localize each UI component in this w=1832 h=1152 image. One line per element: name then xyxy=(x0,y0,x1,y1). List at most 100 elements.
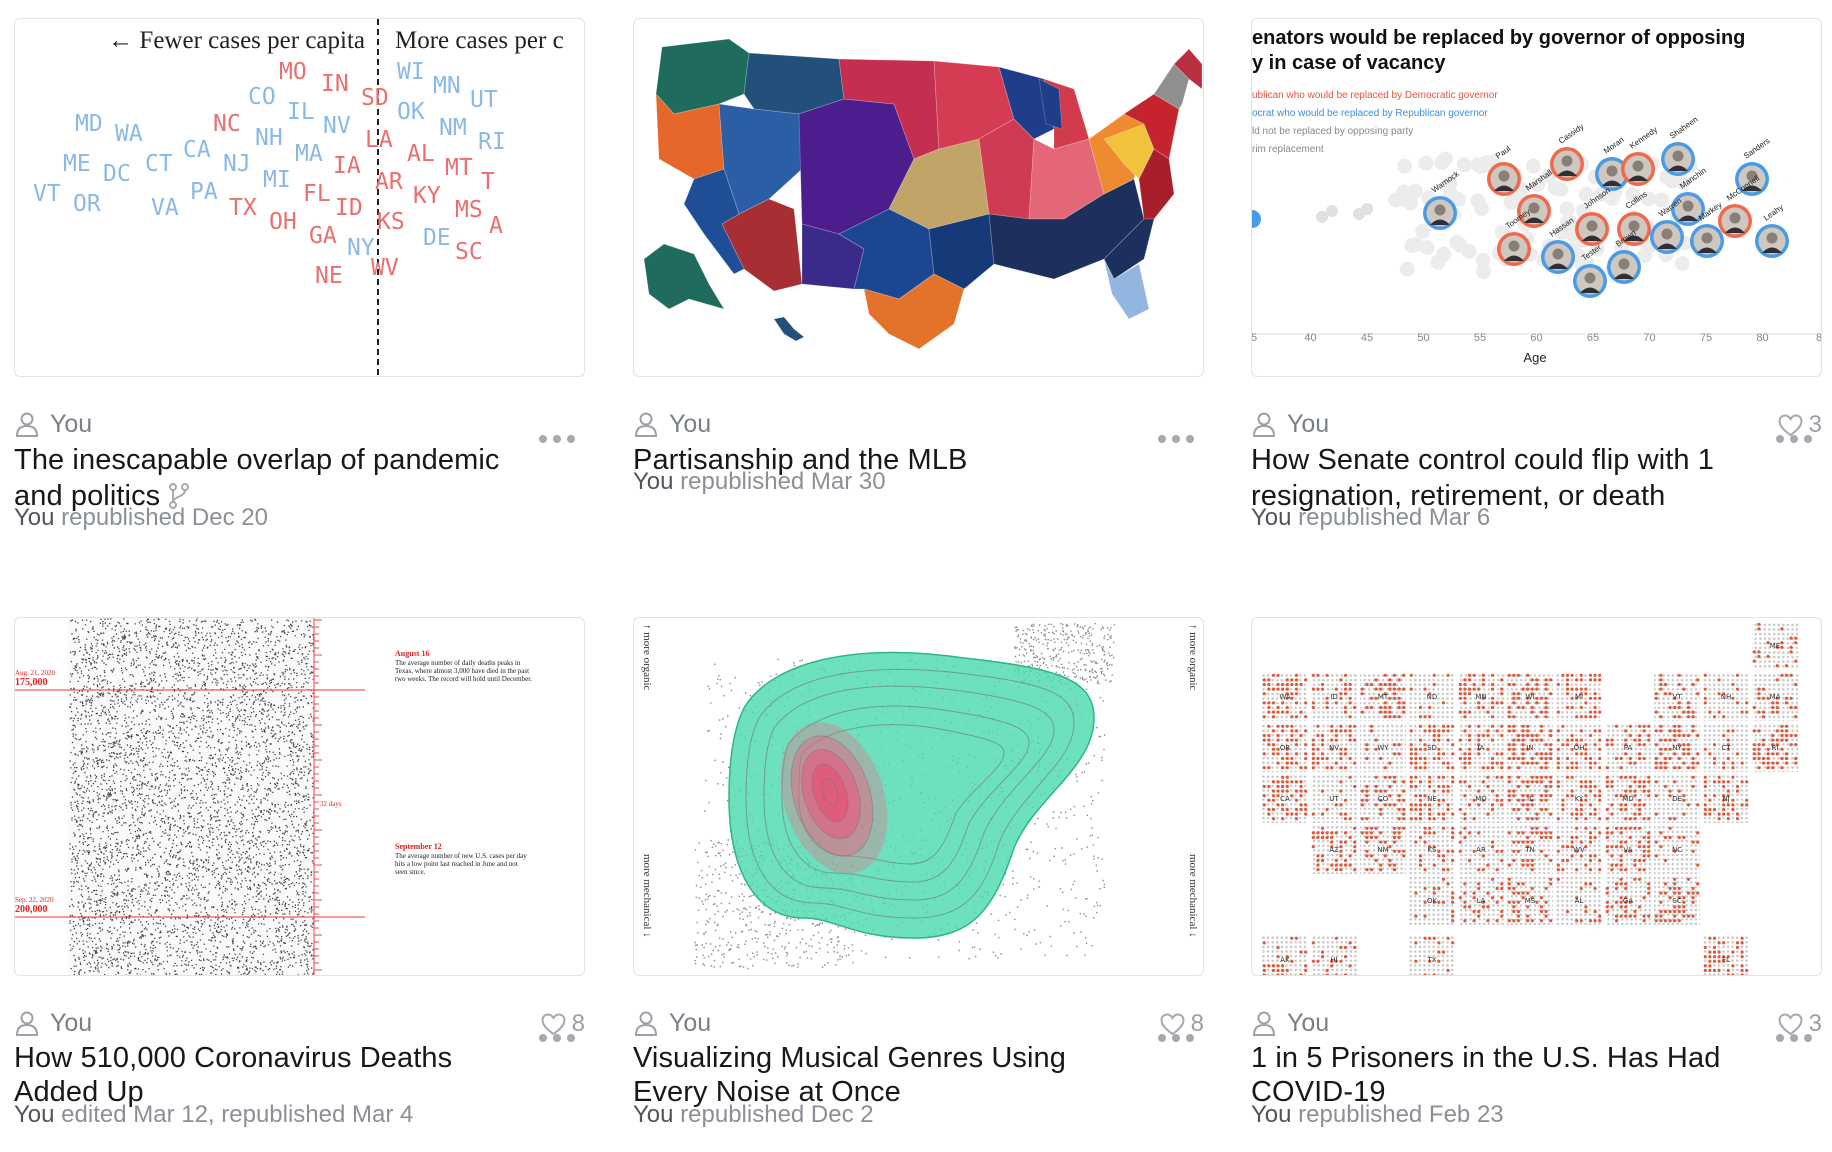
state-label-dc: DC xyxy=(103,161,131,187)
axis-tick: 50 xyxy=(1417,332,1429,344)
senate-age-chart: enators would be replaced by governor of… xyxy=(1252,27,1821,365)
notebook-title[interactable]: 1 in 5 Prisoners in the U.S. Has Had COV… xyxy=(1251,1042,1721,1108)
tile-nv: NV xyxy=(1311,724,1357,772)
annotation-2-line-1: The average number of new U.S. cases per… xyxy=(395,852,527,860)
svg-text:Cassidy: Cassidy xyxy=(1557,122,1585,146)
chart-title-line-1: enators would be replaced by governor of… xyxy=(1252,27,1745,49)
more-options-button[interactable] xyxy=(1158,433,1194,445)
annotation-1-line-1: The average number of daily deaths peaks… xyxy=(395,659,521,667)
svg-text:Sanders: Sanders xyxy=(1742,136,1772,160)
svg-text:MD: MD xyxy=(1622,795,1633,803)
like-count: 8 xyxy=(571,1010,585,1037)
author-row[interactable]: You xyxy=(1251,1008,1329,1038)
author-row[interactable]: You xyxy=(633,409,711,439)
state-label-or: OR xyxy=(73,191,101,217)
state-label-mn: MN xyxy=(433,73,461,99)
like-button[interactable]: 8 xyxy=(1160,1010,1204,1038)
annotation-2-line-3: seen since. xyxy=(395,868,426,876)
thumbnail-prison-tile-map[interactable]: ME WA ID MT ND MN WI MI VT NH MA OR NV WY SD IA IN OH PA NY… xyxy=(1251,617,1822,976)
fork-icon xyxy=(169,483,190,509)
author-row[interactable]: You xyxy=(14,1008,92,1038)
notebook-title[interactable]: How 510,000 Coronavirus Deaths Added Up xyxy=(14,1042,453,1108)
svg-text:NJ: NJ xyxy=(1722,795,1729,803)
author-name: You xyxy=(50,409,93,438)
state-label-mi: MI xyxy=(263,167,291,193)
meta-author: You xyxy=(1251,1101,1292,1128)
card-prisoners-covid[interactable]: ME WA ID MT ND MN WI MI VT NH MA OR NV WY SD IA IN OH PA NY… xyxy=(1251,617,1822,1128)
svg-text:NV: NV xyxy=(1329,744,1339,752)
svg-text:WV: WV xyxy=(1573,846,1585,854)
tile-nd: ND xyxy=(1409,673,1455,721)
svg-text:NC: NC xyxy=(1672,846,1682,854)
card-senate-control[interactable]: enators would be replaced by governor of… xyxy=(1251,18,1822,531)
thumbnail-senate-ages[interactable]: enators would be replaced by governor of… xyxy=(1251,18,1822,377)
svg-text:NY: NY xyxy=(1672,744,1682,752)
meta-author: You xyxy=(633,468,674,495)
prison-tile-map: ME WA ID MT ND MN WI MI VT NH MA OR NV WY SD IA IN OH PA NY… xyxy=(1262,622,1798,975)
thumbnail-deaths-dots[interactable]: Aug. 21, 2020 175,000 Sep. 22, 2020 200,… xyxy=(14,617,585,976)
axis-label-age: Age xyxy=(1523,350,1546,365)
state-label-de: DE xyxy=(423,225,451,251)
tile-ia: IA xyxy=(1458,724,1504,772)
notebook-title[interactable]: Partisanship and the MLB xyxy=(633,444,968,476)
genre-density-plot: ↑ more organic more mechanical ↓ ↑ more … xyxy=(641,623,1199,970)
senator-paul: Paul xyxy=(1487,144,1521,196)
tile-sc: SC xyxy=(1654,877,1700,925)
more-options-button[interactable] xyxy=(539,433,575,445)
more-options-button[interactable] xyxy=(1776,433,1812,445)
author-row[interactable]: You xyxy=(14,409,92,439)
tile-nj: NJ xyxy=(1703,775,1749,823)
more-options-button[interactable] xyxy=(1158,1032,1194,1044)
title-text: The inescapable overlap of pandemic and … xyxy=(14,444,500,512)
notebook-title[interactable]: The inescapable overlap of pandemic and … xyxy=(14,442,514,514)
axis-tick: 40 xyxy=(1304,332,1316,344)
gap-label: 32 days xyxy=(320,800,342,808)
user-icon xyxy=(634,1011,658,1036)
tile-or: OR xyxy=(1262,724,1308,772)
tile-tx: TX xyxy=(1409,936,1455,975)
card-pandemic-politics[interactable]: ← Fewer cases per capita More cases per … xyxy=(14,18,585,531)
annotation-2-line-2: hits a low point last reached in June an… xyxy=(395,860,518,868)
card-coronavirus-deaths[interactable]: Aug. 21, 2020 175,000 Sep. 22, 2020 200,… xyxy=(14,617,585,1128)
card-musical-genres[interactable]: ↑ more organic more mechanical ↓ ↑ more … xyxy=(633,617,1204,1128)
deaths-dot-graphic: Aug. 21, 2020 175,000 Sep. 22, 2020 200,… xyxy=(15,618,532,975)
thumbnail-genre-density[interactable]: ↑ more organic more mechanical ↓ ↑ more … xyxy=(633,617,1204,976)
tile-mi: MI xyxy=(1556,673,1602,721)
notebook-title[interactable]: How Senate control could flip with 1 res… xyxy=(1251,444,1715,512)
senator-leahy: Leahy xyxy=(1755,203,1789,258)
more-options-button[interactable] xyxy=(1776,1032,1812,1044)
author-name: You xyxy=(1287,1008,1330,1037)
meta-date: republished Mar 30 xyxy=(673,468,886,495)
axis-tick: 8 xyxy=(1816,332,1821,344)
svg-text:IL: IL xyxy=(1527,795,1533,803)
state-label-ny: NY xyxy=(347,235,375,261)
user-icon xyxy=(15,412,39,437)
state-label-ca: CA xyxy=(183,137,211,163)
tile-mt: MT xyxy=(1360,673,1406,721)
svg-text:NH: NH xyxy=(1721,693,1732,701)
notebook-title[interactable]: Visualizing Musical Genres Using Every N… xyxy=(633,1042,1067,1108)
tile-pa: PA xyxy=(1605,724,1651,772)
publish-meta: You republished Mar 6 xyxy=(1251,504,1490,532)
like-button[interactable]: 3 xyxy=(1778,1010,1822,1038)
state-label-vt: VT xyxy=(33,181,61,207)
author-row[interactable]: You xyxy=(1251,409,1329,439)
state-label-a: A xyxy=(489,213,503,239)
thumbnail-cases-per-capita[interactable]: ← Fewer cases per capita More cases per … xyxy=(14,18,585,377)
card-partisanship-mlb[interactable]: You Partisanship and the MLB You republi… xyxy=(633,18,1204,495)
author-row[interactable]: You xyxy=(633,1008,711,1038)
axis-tick: 5 xyxy=(1252,332,1257,344)
publish-meta: You edited Mar 12, republished Mar 4 xyxy=(14,1101,413,1129)
top-left-axis-label: ↑ more organic xyxy=(641,624,653,691)
like-button[interactable]: 8 xyxy=(541,1010,585,1038)
svg-text:VA: VA xyxy=(1623,846,1632,854)
tile-wi: WI xyxy=(1507,673,1553,721)
annotation-1-line-3: two weeks. The record will hold until De… xyxy=(395,675,532,683)
thumbnail-mlb-map[interactable] xyxy=(633,18,1204,377)
more-options-button[interactable] xyxy=(539,1032,575,1044)
state-label-id: ID xyxy=(335,195,363,221)
like-button[interactable]: 3 xyxy=(1778,411,1822,439)
svg-text:TX: TX xyxy=(1426,956,1436,964)
tile-va: VA xyxy=(1605,826,1651,874)
tile-ri: RI xyxy=(1752,724,1798,772)
